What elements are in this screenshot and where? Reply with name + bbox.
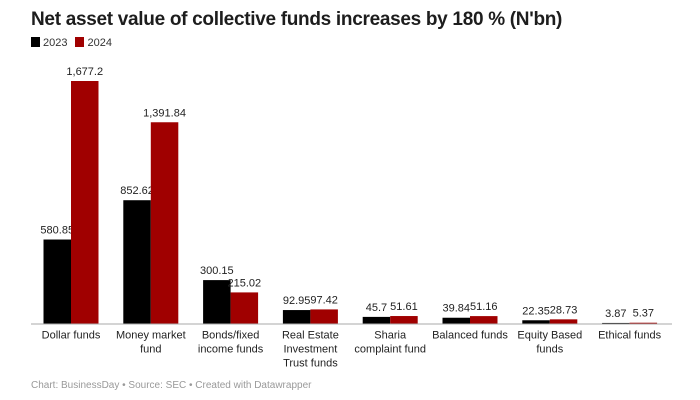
data-label-2024: 51.16	[470, 301, 498, 313]
footer-credits: Chart: BusinessDay • Source: SEC • Creat…	[31, 380, 312, 391]
data-label-2024: 5.37	[633, 308, 654, 320]
bar-2023	[123, 200, 151, 324]
bar-2024	[150, 122, 179, 324]
category-label: fund	[140, 344, 161, 356]
bar-2023	[203, 280, 231, 324]
legend: 2023 2024	[31, 37, 112, 49]
bar-2024	[310, 309, 338, 324]
bar-2024	[549, 319, 578, 324]
legend-label: 2024	[87, 37, 112, 49]
data-label-2024: 1,391.84	[143, 107, 186, 119]
category-label: Sharia	[374, 330, 407, 342]
category-label: funds	[536, 344, 563, 356]
category-label: Money market	[116, 330, 186, 342]
legend-item-2024: 2024	[75, 37, 112, 49]
category-label: Dollar funds	[42, 330, 101, 342]
data-label-2023: 45.7	[366, 302, 387, 314]
chart-title: Net asset value of collective funds incr…	[31, 9, 563, 30]
data-label-2023: 300.15	[200, 265, 234, 277]
data-label-2023: 580.85	[40, 225, 74, 237]
legend-label: 2023	[43, 37, 68, 49]
bar-2023	[43, 239, 71, 324]
bar-2023	[522, 320, 550, 324]
bar-2023	[282, 310, 311, 324]
data-label-2024: 28.73	[550, 304, 578, 316]
bar-2024	[230, 292, 259, 324]
bar-2024	[71, 81, 99, 324]
category-label: Investment	[283, 344, 337, 356]
bar-2024	[470, 316, 498, 324]
category-label: Balanced funds	[432, 330, 508, 342]
bar-2023	[602, 322, 630, 324]
data-label-2023: 39.84	[442, 303, 470, 315]
bar-2024	[629, 322, 658, 324]
legend-item-2023: 2023	[31, 37, 67, 49]
category-label: complaint fund	[354, 344, 426, 356]
bar-2024	[390, 316, 418, 324]
data-label-2024: 51.61	[390, 301, 418, 313]
data-label-2023: 22.35	[522, 305, 550, 317]
bar-2023	[442, 317, 470, 324]
data-label-2024: 97.42	[310, 294, 338, 306]
data-label-2023: 92.95	[283, 295, 311, 307]
data-label-2024: 215.02	[228, 277, 262, 289]
bar-2023	[362, 316, 391, 324]
data-label-2023: 3.87	[605, 308, 626, 320]
category-label: Real Estate	[282, 330, 339, 342]
category-label: Equity Based	[517, 330, 582, 342]
category-label: Bonds/fixed	[202, 330, 259, 342]
category-label: Ethical funds	[598, 330, 661, 342]
data-label-2023: 852.62	[120, 185, 154, 197]
category-label: income funds	[198, 344, 264, 356]
category-label: Trust funds	[283, 358, 338, 370]
data-label-2024: 1,677.2	[66, 66, 103, 78]
